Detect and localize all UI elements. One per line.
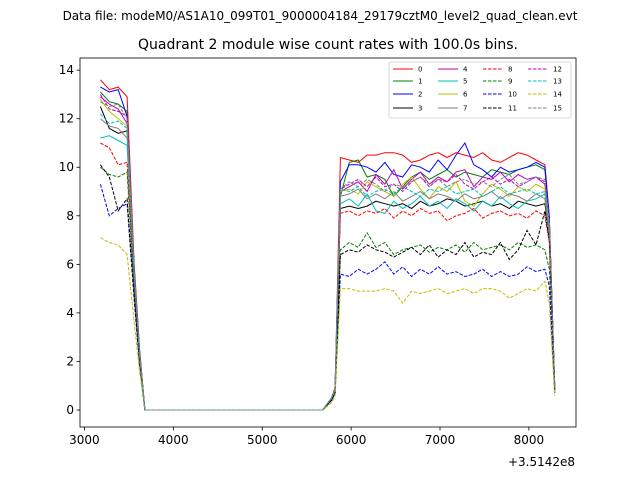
series-line-7	[100, 118, 556, 411]
legend-label-8: 8	[508, 66, 512, 74]
legend-label-3: 3	[418, 105, 422, 113]
chart-title: Quadrant 2 module wise count rates with …	[138, 37, 518, 53]
x-tick-label: 4000	[158, 433, 189, 447]
legend-label-4: 4	[463, 66, 468, 74]
y-tick-label: 4	[66, 306, 74, 320]
legend-label-13: 13	[553, 78, 562, 86]
series-line-6	[99, 99, 556, 411]
x-tick-label: 3000	[69, 433, 100, 447]
y-tick-label: 12	[59, 112, 74, 126]
series-line-3	[99, 106, 556, 411]
y-tick-label: 14	[59, 63, 74, 77]
y-tick-label: 6	[66, 257, 74, 271]
y-tick-label: 2	[66, 354, 74, 368]
series-line-0	[100, 79, 556, 411]
legend-label-7: 7	[463, 105, 467, 113]
legend-label-15: 15	[553, 105, 562, 113]
series-line-11	[99, 164, 556, 411]
series-line-8	[100, 142, 556, 411]
legend-label-2: 2	[418, 91, 422, 99]
legend-label-9: 9	[508, 78, 512, 86]
x-tick-label: 7000	[425, 433, 456, 447]
x-tick-label: 5000	[247, 433, 278, 447]
series-line-15	[100, 101, 556, 411]
x-tick-label: 6000	[336, 433, 367, 447]
axes-frame	[79, 57, 577, 428]
legend-label-6: 6	[463, 91, 468, 99]
y-tick-label: 10	[59, 160, 74, 174]
legend-label-1: 1	[418, 78, 422, 86]
x-offset-label: +3.5142e8	[508, 455, 575, 469]
legend-label-11: 11	[508, 105, 517, 113]
legend-label-14: 14	[553, 91, 562, 99]
series-line-1	[100, 91, 556, 411]
series-line-10	[99, 184, 556, 411]
suptitle: Data file: modeM0/AS1A10_099T01_90000041…	[63, 9, 578, 23]
legend-label-12: 12	[553, 66, 562, 74]
series-line-12	[99, 94, 556, 411]
y-tick-label: 0	[66, 403, 74, 417]
legend-box	[388, 61, 572, 119]
legend-label-5: 5	[463, 78, 467, 86]
legend-label-0: 0	[418, 66, 422, 74]
x-tick-label: 8000	[514, 433, 545, 447]
y-tick-label: 8	[66, 209, 74, 223]
series-line-13	[100, 113, 556, 411]
legend-label-10: 10	[508, 91, 517, 99]
series-line-14	[100, 237, 556, 411]
